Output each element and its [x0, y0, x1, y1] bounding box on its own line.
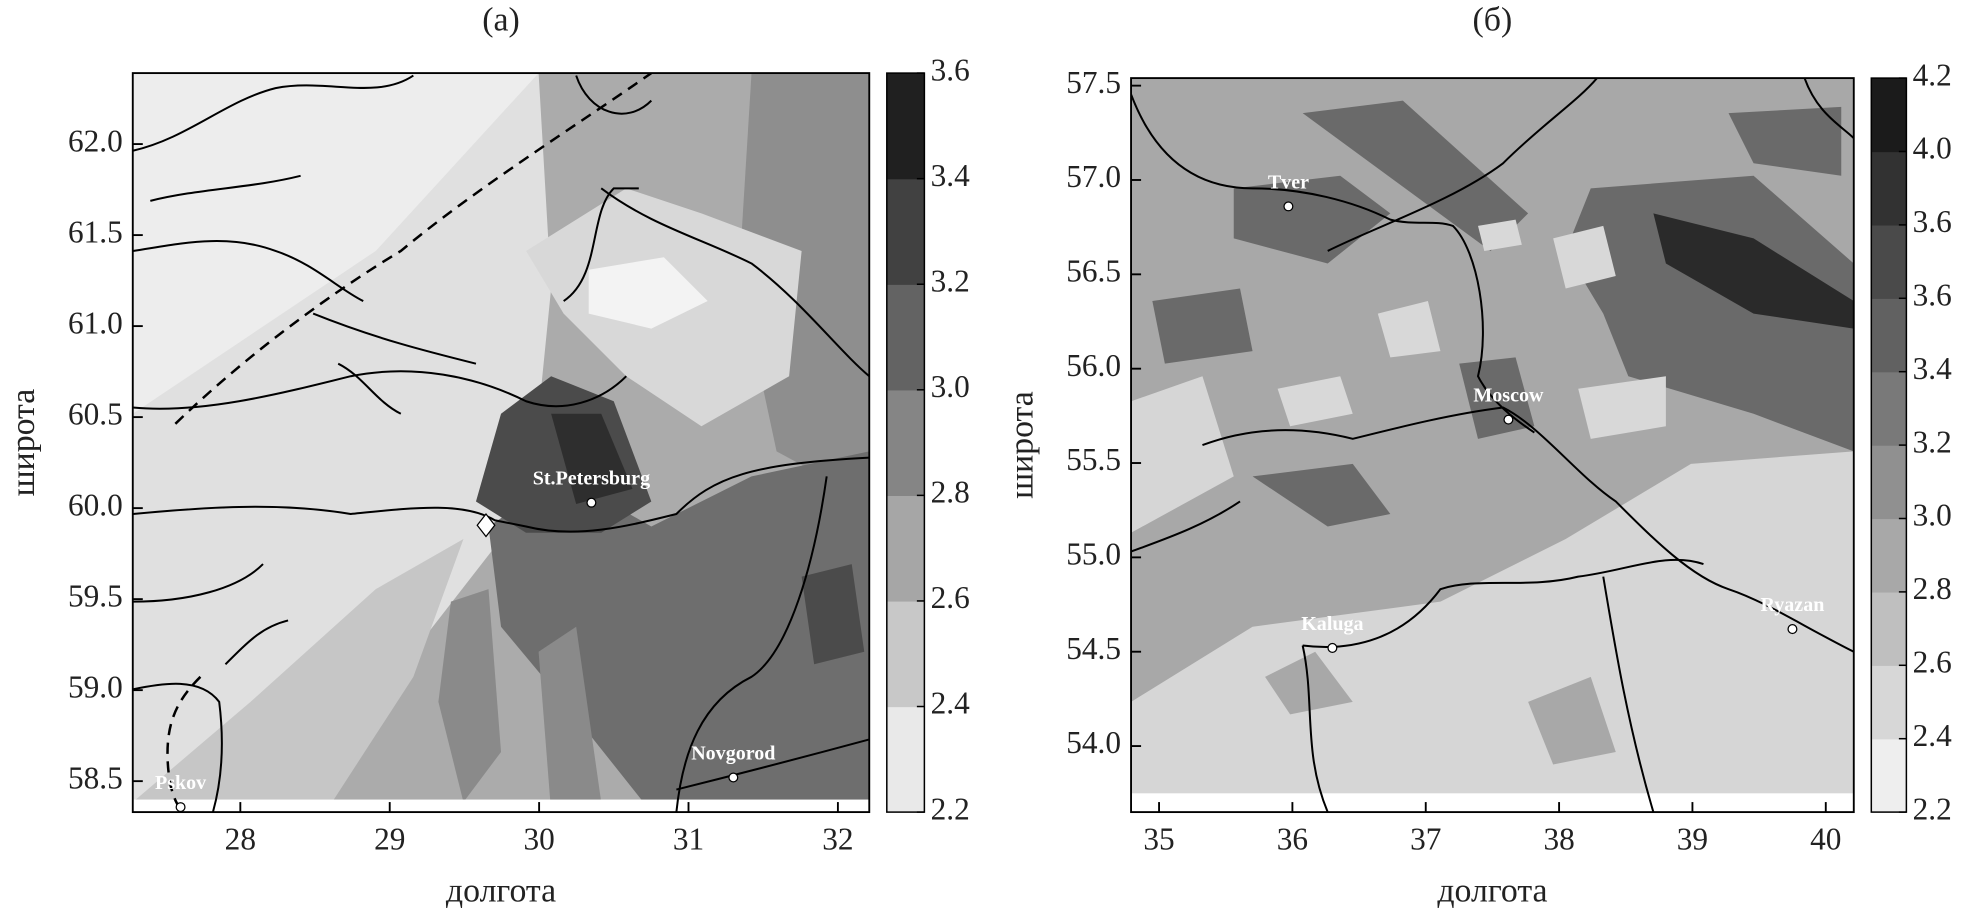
x-tick-label: 35: [1143, 821, 1174, 856]
city-label: Ryazan: [1761, 594, 1825, 616]
city-marker: [1503, 414, 1514, 425]
y-tick-label: 59.5: [68, 578, 123, 613]
x-tick-label: 31: [673, 821, 704, 856]
colorbar-band: [1871, 665, 1907, 740]
city-label: St.Petersburg: [533, 468, 650, 490]
city-marker: [1787, 624, 1798, 635]
field-b: [1131, 78, 1854, 813]
y-tick-label: 56.0: [1066, 348, 1121, 383]
colorbar-label: 4.2: [1913, 57, 1952, 92]
colorbar-label: 3.2: [931, 263, 970, 298]
colorbar-band: [886, 73, 925, 180]
colorbar-frame: [886, 72, 926, 813]
colorbar-band: [1871, 518, 1907, 593]
colorbar-label: 4.0: [1913, 131, 1952, 166]
y-tick-label: 60.0: [68, 487, 123, 522]
colorbar-label: 2.8: [1913, 571, 1952, 606]
colorbar-band: [886, 284, 925, 391]
colorbar-band: [886, 389, 925, 497]
y-tick-label: 57.0: [1066, 159, 1121, 194]
colorbar-label: 3.6: [931, 52, 970, 87]
x-tick-label: 40: [1810, 821, 1841, 856]
city-marker: [586, 497, 597, 508]
y-tick-label: 54.5: [1066, 631, 1121, 666]
city-label: Moscow: [1473, 385, 1544, 407]
colorbar-label: 3.2: [1913, 424, 1952, 459]
y-tick-label: 55.5: [1066, 442, 1121, 477]
y-tick-label: 61.5: [68, 214, 123, 249]
colorbar-label: 2.6: [1913, 644, 1952, 679]
colorbar-band: [1871, 151, 1907, 226]
x-tick-label: 30: [523, 821, 554, 856]
y-tick-label: 56.5: [1066, 254, 1121, 289]
city-label: Tver: [1268, 171, 1309, 193]
plot-frame: [131, 72, 871, 814]
city-label: Novgorod: [691, 743, 775, 765]
x-axis-label: долгота: [1437, 872, 1547, 909]
y-tick-label: 61.0: [68, 305, 123, 340]
city-label: Kaluga: [1301, 613, 1363, 635]
y-tick-label: 55.0: [1066, 537, 1121, 572]
colorbar-label: 3.0: [931, 369, 970, 404]
colorbar-band: [1871, 371, 1907, 446]
panel-title: (б): [1473, 2, 1513, 39]
colorbar-label: 2.2: [931, 791, 970, 826]
city-marker: [1283, 201, 1294, 212]
y-tick-label: 57.5: [1066, 65, 1121, 100]
colorbar-label: 3.4: [1913, 351, 1952, 386]
x-axis-label: долгота: [446, 872, 556, 909]
y-tick-label: 62.0: [68, 123, 123, 158]
colorbar-label: 2.4: [1913, 718, 1952, 753]
y-tick-label: 59.0: [68, 669, 123, 704]
x-tick-label: 28: [225, 821, 256, 856]
colorbar-label: 3.0: [1913, 498, 1952, 533]
x-tick-label: 29: [374, 821, 405, 856]
colorbar-label: 2.4: [931, 686, 970, 721]
colorbar-band: [1871, 445, 1907, 520]
colorbar-label: 2.8: [931, 475, 970, 510]
city-marker: [1327, 642, 1338, 653]
city-label: Pskov: [155, 772, 207, 794]
colorbar-label: 3.4: [931, 158, 970, 193]
x-tick-label: 38: [1543, 821, 1574, 856]
colorbar-band: [886, 600, 925, 708]
y-tick-label: 60.5: [68, 396, 123, 431]
colorbar-band: [1871, 298, 1907, 373]
x-tick-label: 37: [1410, 821, 1441, 856]
x-tick-label: 32: [822, 821, 853, 856]
field-a: [132, 73, 870, 813]
city-marker: [175, 802, 186, 813]
colorbar-band: [1871, 78, 1907, 153]
colorbar-label: 2.2: [1913, 791, 1952, 826]
panel-title: (a): [482, 2, 520, 39]
colorbar-label: 2.6: [931, 580, 970, 615]
y-axis-label: широта: [5, 389, 42, 497]
colorbar-band: [1871, 738, 1907, 813]
colorbar-band: [886, 706, 925, 813]
city-marker: [728, 772, 739, 783]
colorbar-label: 3.6: [1913, 277, 1952, 312]
plot-frame: [1130, 77, 1855, 814]
colorbar-band: [1871, 224, 1907, 299]
colorbar-band: [886, 495, 925, 602]
colorbar-label: 3.6: [1913, 204, 1952, 239]
colorbar-band: [1871, 591, 1907, 666]
x-tick-label: 36: [1277, 821, 1308, 856]
y-tick-label: 54.0: [1066, 725, 1121, 760]
colorbar-band: [886, 178, 925, 285]
y-axis-label: широта: [1003, 391, 1040, 499]
y-tick-label: 58.5: [68, 760, 123, 795]
x-tick-label: 39: [1677, 821, 1708, 856]
